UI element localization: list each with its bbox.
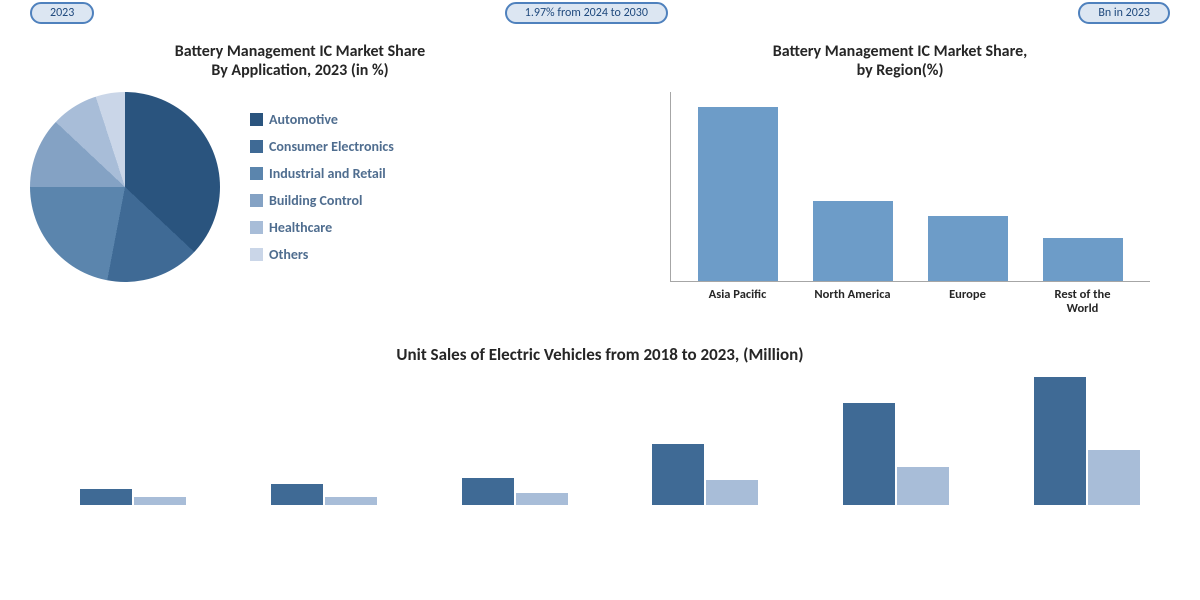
pie-legend: Automotive Consumer Electronics Industrial… [250,111,394,263]
legend-item: Industrial and Retail [250,165,394,182]
legend-label: Healthcare [269,219,332,236]
ev-bar-group [80,489,186,505]
region-bar [928,216,1008,281]
legend-item: Others [250,246,394,263]
top-box-row: 2023 1.97% from 2024 to 2030 Bn in 2023 [0,0,1200,24]
region-bar-area [670,92,1150,282]
ev-panel: Unit Sales of Electric Vehicles from 201… [0,344,1200,505]
region-bar-label: Rest of theWorld [1043,288,1123,316]
legend-label: Building Control [269,192,362,209]
legend-swatch [250,113,263,126]
ev-bar [1034,377,1086,504]
ev-bar [897,467,949,505]
ev-bar [843,403,895,504]
region-bar [698,107,778,281]
charts-row: Battery Management IC Market ShareBy App… [0,24,1200,326]
region-bar-labels: Asia Pacific North America Europe Rest of t… [670,288,1150,316]
ev-title: Unit Sales of Electric Vehicles from 201… [0,344,1200,365]
ev-bar [271,484,323,505]
legend-swatch [250,221,263,234]
region-bar-label: Europe [928,288,1008,316]
region-bar [1043,238,1123,282]
legend-label: Industrial and Retail [269,165,386,182]
legend-label: Consumer Electronics [269,138,394,155]
ev-bar [325,497,377,505]
ev-bar [652,444,704,505]
ev-bar [706,480,758,505]
legend-swatch [250,194,263,207]
legend-item: Healthcare [250,219,394,236]
legend-item: Building Control [250,192,394,209]
ev-bar [462,478,514,505]
legend-item: Consumer Electronics [250,138,394,155]
region-bar [813,201,893,281]
legend-swatch [250,248,263,261]
pie-panel: Battery Management IC Market ShareBy App… [0,24,600,326]
ev-bar-group [271,484,377,505]
ev-bar [80,489,132,505]
ev-bar [1088,450,1140,505]
ev-bar-group [652,444,758,505]
ev-bar-area [80,375,1140,505]
top-box-year: 2023 [30,2,94,24]
pie-wrap: Automotive Consumer Electronics Industrial… [20,92,580,282]
ev-bar-group [1034,377,1140,504]
pie-title: Battery Management IC Market ShareBy App… [20,42,580,80]
ev-bar [516,493,568,505]
pie-chart [30,92,220,282]
legend-item: Automotive [250,111,394,128]
region-panel: Battery Management IC Market Share,by Re… [600,24,1200,326]
ev-bar [134,497,186,505]
legend-swatch [250,167,263,180]
region-title: Battery Management IC Market Share,by Re… [620,42,1180,80]
top-box-value: Bn in 2023 [1078,2,1170,24]
ev-bar-group [843,403,949,504]
legend-label: Automotive [269,111,338,128]
legend-swatch [250,140,263,153]
legend-label: Others [269,246,308,263]
region-bar-label: Asia Pacific [698,288,778,316]
top-box-cagr: 1.97% from 2024 to 2030 [505,2,668,24]
ev-bar-group [462,478,568,505]
region-bar-label: North America [813,288,893,316]
